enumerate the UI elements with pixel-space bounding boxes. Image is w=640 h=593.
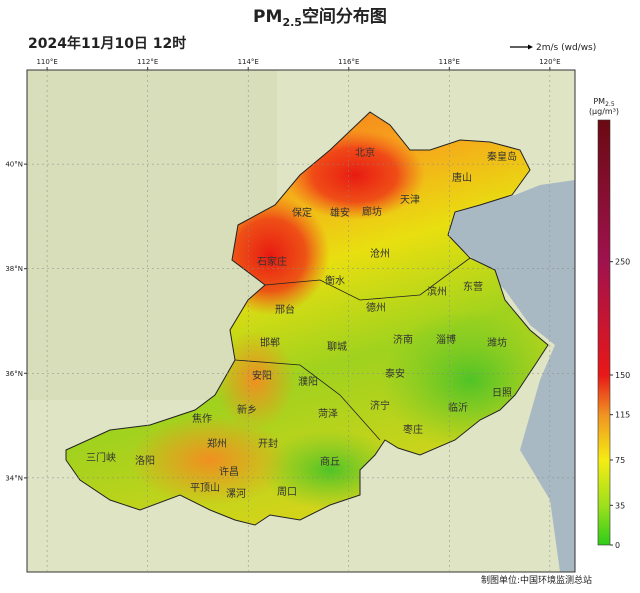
lat-tick-label: 36°N xyxy=(5,370,23,378)
city-label: 济南 xyxy=(393,333,413,346)
city-label: 保定 xyxy=(292,206,312,219)
city-label: 枣庄 xyxy=(403,423,423,436)
map-area: 北京 秦皇岛 唐山 天津 廊坊 保定 雄安 石家庄 沧州 衡水 滨州 东营 德州… xyxy=(26,69,576,573)
city-label: 雄安 xyxy=(330,206,350,219)
city-label: 北京 xyxy=(355,146,375,159)
colorbar-unit: (μg/m³) xyxy=(589,107,619,116)
lat-tick-label: 38°N xyxy=(5,265,23,273)
pm-mid xyxy=(215,330,295,430)
colorbar-tick-label: 35 xyxy=(615,501,625,510)
lon-tick-label: 118°E xyxy=(439,58,460,66)
colorbar-label-prefix: PM xyxy=(593,97,605,106)
sea xyxy=(448,180,575,572)
city-label: 廊坊 xyxy=(362,205,382,218)
province-boundary xyxy=(264,257,471,301)
city-label: 临沂 xyxy=(448,401,468,414)
city-label: 开封 xyxy=(258,437,278,450)
city-label: 滨州 xyxy=(427,285,447,298)
colorbar-label-subscript: 2.5 xyxy=(605,101,615,108)
lon-tick-label: 120°E xyxy=(539,58,560,66)
city-label: 安阳 xyxy=(252,369,272,382)
colorbar-tick-label: 115 xyxy=(615,411,630,420)
city-label: 邯郸 xyxy=(260,336,280,349)
city-label: 泰安 xyxy=(385,367,405,380)
colorbar-label: PM2.5 xyxy=(593,97,614,108)
city-label: 聊城 xyxy=(327,340,347,353)
city-label: 濮阳 xyxy=(298,375,318,388)
city-label: 许昌 xyxy=(219,466,239,478)
city-labels: 北京 秦皇岛 唐山 天津 廊坊 保定 雄安 石家庄 沧州 衡水 滨州 东营 德州… xyxy=(86,146,517,500)
map-frame xyxy=(26,69,576,573)
lon-tick-label: 114°E xyxy=(238,58,259,66)
lat-tick-label: 40°N xyxy=(5,161,23,169)
title-prefix: PM xyxy=(253,7,282,27)
city-label: 平顶山 xyxy=(190,482,220,494)
lon-tick-label: 110°E xyxy=(36,58,57,66)
city-label: 秦皇岛 xyxy=(487,150,517,163)
city-label: 漯河 xyxy=(226,488,246,500)
city-label: 周口 xyxy=(277,486,297,498)
city-label: 衡水 xyxy=(325,275,345,287)
footer: 制图单位:中国环境监测总站 xyxy=(481,574,592,586)
city-label: 焦作 xyxy=(192,412,212,425)
city-label: 济宁 xyxy=(370,399,390,412)
province-boundary xyxy=(234,359,381,441)
datetime: 2024年11月10日 12时 xyxy=(28,35,186,52)
pm-mid xyxy=(130,415,290,505)
region-boundary xyxy=(65,111,549,526)
city-label: 唐山 xyxy=(452,171,472,184)
title-suffix: 空间分布图 xyxy=(302,6,387,27)
wind-legend: 2m/s (wd/ws) xyxy=(536,43,596,53)
city-label: 天津 xyxy=(400,194,420,206)
colorbar xyxy=(597,119,611,546)
city-label: 德州 xyxy=(366,301,386,314)
title: PM2.5空间分布图 xyxy=(253,6,387,29)
city-label: 郑州 xyxy=(207,437,227,450)
lon-tick-label: 112°E xyxy=(137,58,158,66)
wind-arrow-head xyxy=(528,44,533,50)
city-label: 新乡 xyxy=(237,403,257,416)
lon-tick-label: 116°E xyxy=(338,58,359,66)
city-label: 沧州 xyxy=(370,247,390,260)
city-label: 洛阳 xyxy=(135,454,155,467)
colorbar-tick-label: 150 xyxy=(615,371,630,380)
city-label: 菏泽 xyxy=(318,408,338,420)
city-label: 潍坊 xyxy=(487,336,507,349)
city-label: 石家庄 xyxy=(257,255,287,268)
city-label: 淄博 xyxy=(436,333,456,346)
city-label: 商丘 xyxy=(320,455,340,468)
colorbar-tick-label: 0 xyxy=(615,541,620,550)
city-label: 三门峡 xyxy=(86,451,116,464)
city-label: 东营 xyxy=(463,280,483,293)
colorbar-tick-label: 250 xyxy=(615,258,630,267)
city-label: 日照 xyxy=(492,387,512,399)
title-subscript: 2.5 xyxy=(282,16,302,29)
city-label: 邢台 xyxy=(275,303,295,316)
lat-tick-label: 34°N xyxy=(5,474,23,482)
colorbar-tick-label: 75 xyxy=(615,456,625,465)
